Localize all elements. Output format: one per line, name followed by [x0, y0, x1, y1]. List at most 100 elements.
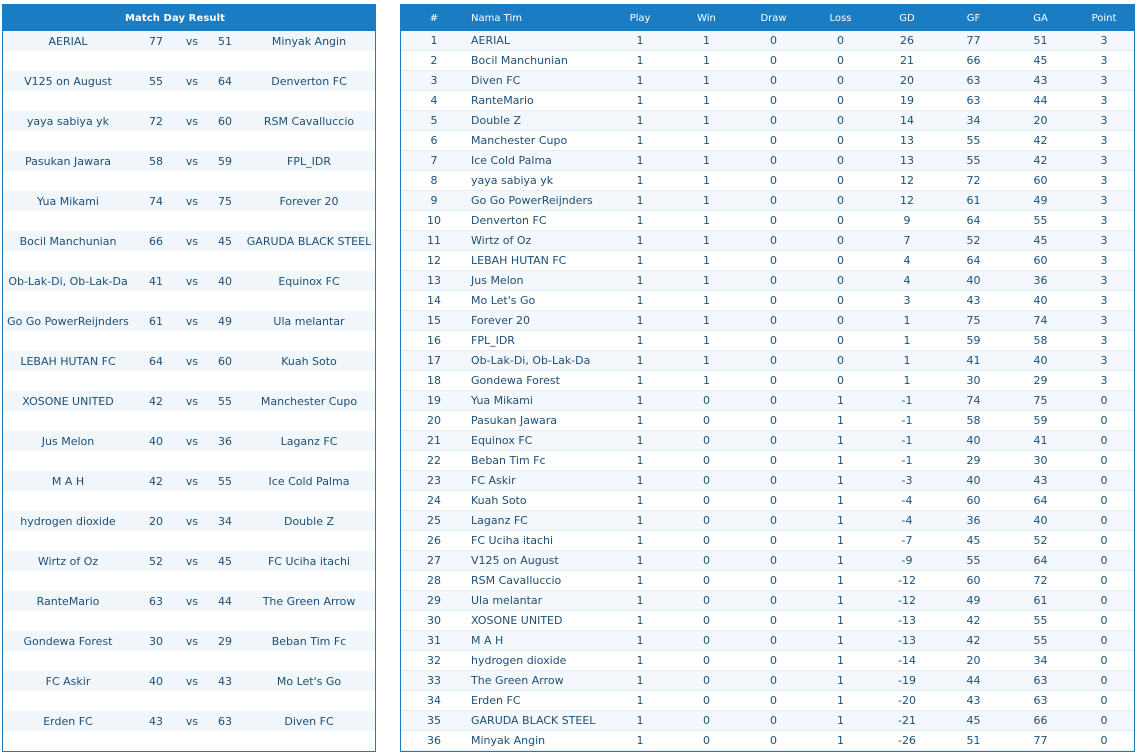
- cell-point: 0: [1100, 554, 1108, 567]
- cell-gd: -19: [898, 674, 916, 687]
- home-score: 64: [149, 354, 163, 368]
- cell-draw: 0: [770, 154, 777, 167]
- cell-gd: -3: [901, 474, 913, 487]
- cell-rank: 23: [427, 474, 441, 487]
- results-header: Match Day Result: [3, 5, 375, 31]
- cell-draw: 0: [770, 474, 777, 487]
- table-row: 13 Jus Melon 1 1 0 0 4 40 36 3: [401, 271, 1134, 291]
- home-team: hydrogen dioxide: [20, 514, 116, 528]
- cell-rank: 22: [427, 454, 441, 467]
- home-score: 30: [149, 634, 163, 648]
- cell-gd: -1: [901, 454, 913, 467]
- cell-ga: 74: [1033, 314, 1048, 327]
- cell-win: 0: [703, 494, 710, 507]
- away-score: 75: [218, 194, 232, 208]
- row-spacer: [3, 451, 375, 471]
- cell-point: 3: [1100, 54, 1108, 67]
- cell-rank: 24: [427, 494, 441, 507]
- away-score: 45: [218, 554, 232, 568]
- col-gd-header[interactable]: GD: [899, 12, 915, 24]
- table-row: 26 FC Uciha itachi 1 0 0 1 -7 45 52 0: [401, 531, 1134, 551]
- standings-table: # Nama Tim Play Win Draw Loss GD GF GA P…: [400, 4, 1135, 752]
- cell-team: RSM Cavalluccio: [471, 574, 562, 587]
- away-team: Ice Cold Palma: [268, 474, 350, 488]
- cell-play: 1: [636, 734, 644, 747]
- cell-gf: 60: [966, 494, 981, 507]
- cell-loss: 0: [837, 294, 844, 307]
- col-team-header[interactable]: Nama Tim: [471, 12, 522, 24]
- cell-loss: 1: [837, 634, 844, 647]
- cell-rank: 32: [427, 654, 441, 667]
- cell-gf: 44: [966, 674, 981, 687]
- cell-play: 1: [636, 654, 644, 667]
- cell-win: 1: [703, 374, 710, 387]
- cell-draw: 0: [770, 294, 777, 307]
- col-loss-header[interactable]: Loss: [829, 12, 852, 24]
- col-gf-header[interactable]: GF: [966, 12, 981, 24]
- cell-play: 1: [636, 414, 644, 427]
- cell-rank: 3: [430, 74, 438, 87]
- col-point-header[interactable]: Point: [1091, 12, 1117, 24]
- cell-loss: 0: [837, 354, 844, 367]
- home-score: 42: [149, 394, 163, 408]
- home-score: 43: [149, 714, 163, 728]
- cell-play: 1: [636, 34, 644, 47]
- cell-gf: 59: [966, 334, 981, 347]
- cell-point: 0: [1100, 474, 1108, 487]
- home-team: FC Askir: [45, 674, 91, 688]
- row-spacer: [3, 371, 375, 391]
- cell-draw: 0: [770, 594, 777, 607]
- cell-draw: 0: [770, 674, 777, 687]
- cell-gf: 41: [966, 354, 981, 367]
- cell-gd: 4: [903, 254, 911, 267]
- table-row: 10 Denverton FC 1 1 0 0 9 64 55 3: [401, 211, 1134, 231]
- table-row: 17 Ob-Lak-Di, Ob-Lak-Da 1 1 0 0 1 41 40 3: [401, 351, 1134, 371]
- cell-play: 1: [636, 314, 644, 327]
- cell-gf: 55: [966, 154, 981, 167]
- cell-rank: 10: [427, 214, 441, 227]
- cell-rank: 31: [427, 634, 441, 647]
- col-ga-header[interactable]: GA: [1033, 12, 1048, 24]
- cell-loss: 0: [837, 34, 844, 47]
- cell-ga: 64: [1033, 494, 1048, 507]
- cell-gd: -14: [898, 654, 916, 667]
- match-row: Gondewa Forest 30 vs 29 Beban Tim Fc: [3, 631, 375, 651]
- cell-win: 1: [703, 214, 710, 227]
- cell-gd: 20: [900, 74, 914, 87]
- away-team: Minyak Angin: [271, 34, 347, 48]
- cell-point: 3: [1100, 154, 1108, 167]
- row-spacer: [3, 331, 375, 351]
- cell-loss: 1: [837, 494, 844, 507]
- home-team: XOSONE UNITED: [22, 394, 114, 408]
- vs-label: vs: [185, 34, 199, 48]
- cell-team: Forever 20: [471, 314, 531, 327]
- cell-gd: -1: [901, 434, 913, 447]
- cell-win: 0: [703, 694, 710, 707]
- row-spacer: [3, 531, 375, 551]
- cell-win: 1: [703, 254, 710, 267]
- cell-win: 0: [703, 534, 710, 547]
- cell-draw: 0: [770, 134, 777, 147]
- cell-loss: 0: [837, 254, 844, 267]
- cell-win: 1: [703, 234, 710, 247]
- cell-rank: 25: [427, 514, 441, 527]
- cell-ga: 75: [1033, 394, 1048, 407]
- away-team: Denverton FC: [271, 74, 347, 88]
- home-score: 61: [149, 314, 163, 328]
- vs-label: vs: [185, 114, 199, 128]
- cell-team: Denverton FC: [471, 214, 547, 227]
- col-rank-header[interactable]: #: [429, 12, 439, 24]
- cell-draw: 0: [770, 414, 777, 427]
- col-play-header[interactable]: Play: [629, 12, 651, 24]
- cell-rank: 27: [427, 554, 441, 567]
- cell-play: 1: [636, 594, 644, 607]
- cell-rank: 20: [427, 414, 441, 427]
- table-row: 8 yaya sabiya yk 1 1 0 0 12 72 60 3: [401, 171, 1134, 191]
- home-team: Ob-Lak-Di, Ob-Lak-Da: [8, 274, 128, 288]
- table-row: 18 Gondewa Forest 1 1 0 0 1 30 29 3: [401, 371, 1134, 391]
- home-score: 40: [149, 434, 163, 448]
- col-draw-header[interactable]: Draw: [760, 12, 787, 24]
- match-row: Go Go PowerReijnders 61 vs 49 Ula melantar: [3, 311, 375, 331]
- cell-gf: 58: [966, 414, 981, 427]
- col-win-header[interactable]: Win: [697, 12, 716, 24]
